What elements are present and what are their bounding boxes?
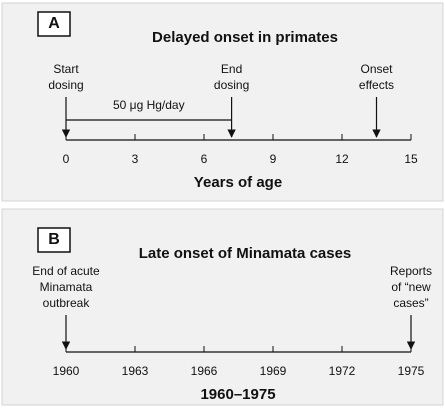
tick-label: 1972 [329,364,356,378]
event-label: End [221,62,242,76]
tick-label: 1975 [398,364,425,378]
tick-label: 1960 [53,364,80,378]
interval-label: 50 μg Hg/day [113,98,185,112]
event-label: effects [359,78,394,92]
tick-label: 12 [335,152,349,166]
panel-b-bg [1,208,444,406]
event-label: Onset [360,62,393,76]
panel-title: Delayed onset in primates [152,29,338,46]
event-label: dosing [214,78,249,92]
tick-label: 1969 [260,364,287,378]
event-label: Start [53,62,79,76]
letter-box [37,11,71,37]
letter-box [37,227,71,253]
tick-label: 3 [132,152,139,166]
panel-a-bg [1,2,444,202]
axis-label: 1960–1975 [200,386,275,403]
event-label: cases” [393,296,428,310]
event-label: Minamata [40,280,93,294]
event-label: of “new [391,280,431,294]
tick-label: 15 [404,152,418,166]
event-label: Reports [390,264,432,278]
tick-label: 1966 [191,364,218,378]
panel-letter: B [48,231,60,248]
tick-label: 6 [201,152,208,166]
panel-title: Late onset of Minamata cases [139,245,352,262]
tick-label: 9 [270,152,277,166]
axis-label: Years of age [194,174,282,191]
tick-label: 1963 [122,364,149,378]
event-label: dosing [48,78,83,92]
panel-letter: A [48,15,60,32]
event-label: outbreak [43,296,91,310]
event-label: End of acute [32,264,100,278]
tick-label: 0 [63,152,70,166]
